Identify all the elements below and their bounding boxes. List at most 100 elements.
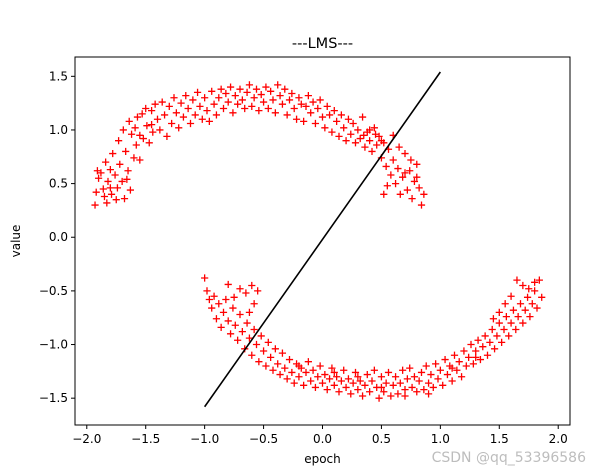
scatter-point: [420, 385, 428, 394]
scatter-point: [238, 96, 246, 104]
scatter-point: [302, 368, 310, 377]
scatter-point: [269, 96, 277, 104]
x-tick-label: −0.5: [249, 432, 278, 446]
scatter-point: [399, 366, 407, 374]
scatter-point: [507, 292, 515, 300]
x-tick-label: 1.0: [431, 432, 450, 446]
scatter-point: [243, 88, 251, 97]
scatter-point: [516, 300, 525, 308]
scatter-point: [427, 370, 435, 379]
y-tick-label: −0.5: [39, 284, 68, 298]
scatter-point: [269, 366, 277, 374]
scatter-point: [186, 119, 195, 128]
scatter-point: [399, 173, 407, 181]
scatter-point: [288, 89, 296, 98]
scatter-point: [525, 285, 533, 293]
scatter-point: [351, 368, 360, 377]
scatter-point: [370, 366, 378, 374]
scatter-point: [245, 81, 254, 89]
scatter-point: [422, 362, 430, 370]
scatter-point: [408, 383, 416, 392]
scatter-point: [328, 364, 336, 372]
scatter-point: [210, 292, 218, 300]
scatter-point: [391, 180, 400, 188]
scatter-point: [143, 122, 151, 130]
scatter-point: [495, 308, 503, 316]
scatter-point: [469, 360, 477, 368]
scatter-point: [434, 375, 442, 383]
scatter-point: [394, 390, 402, 398]
scatter-point: [156, 126, 164, 134]
scatter-point: [323, 102, 331, 110]
scatter-point: [292, 115, 301, 123]
x-tick-label: 0.5: [372, 432, 391, 446]
scatter-point: [189, 96, 197, 104]
scatter-point: [443, 370, 452, 379]
scatter-point: [474, 336, 482, 344]
scatter-point: [274, 81, 282, 89]
scatter-point: [354, 126, 362, 134]
scatter-point: [250, 325, 258, 334]
scatter-point: [288, 368, 296, 377]
scatter-point: [283, 111, 291, 119]
x-tick-label: −1.5: [131, 432, 160, 446]
scatter-point: [401, 392, 409, 400]
scatter-point: [131, 124, 139, 132]
scatter-point: [309, 98, 317, 106]
scatter-point: [236, 285, 244, 293]
scatter-point: [168, 119, 176, 128]
scatter-point: [215, 300, 223, 308]
scatter-point: [179, 113, 188, 121]
scatter-point: [358, 392, 367, 400]
scatter-point: [316, 362, 324, 370]
scatter-point: [255, 107, 263, 115]
scatter-point: [309, 366, 317, 374]
y-tick-label: 1.0: [49, 123, 68, 137]
scatter-point: [417, 368, 426, 377]
scatter-point: [182, 92, 190, 100]
scatter-point: [160, 111, 169, 119]
scatter-point: [318, 379, 327, 387]
scatter-point: [248, 351, 256, 359]
scatter-point: [262, 362, 270, 370]
scatter-point: [132, 141, 140, 149]
scatter-point: [318, 113, 327, 121]
scatter-point: [325, 375, 334, 383]
scatter-point: [382, 162, 390, 171]
scatter-point: [274, 360, 282, 368]
scatter-point: [229, 304, 237, 312]
scatter-point: [252, 340, 261, 349]
scatter-point: [236, 310, 244, 319]
scatter-point: [208, 304, 216, 312]
scatter-point: [222, 89, 230, 98]
scatter-point: [125, 117, 133, 125]
scatter-point: [264, 338, 272, 346]
scatter-point: [373, 141, 381, 149]
scatter-point: [230, 293, 238, 301]
scatter-point: [380, 388, 388, 396]
scatter-point: [300, 117, 308, 125]
scatter-point: [163, 132, 171, 140]
scatter-point: [424, 390, 433, 398]
scatter-point: [333, 373, 341, 381]
scatter-markers: [91, 81, 546, 402]
scatter-point: [205, 295, 213, 304]
scatter-point: [191, 111, 199, 119]
scatter-point: [486, 338, 494, 346]
scatter-point: [234, 100, 242, 108]
scatter-point: [109, 149, 117, 158]
scatter-point: [91, 201, 99, 209]
scatter-point: [354, 373, 362, 381]
scatter-point: [119, 126, 127, 134]
scatter-point: [361, 381, 369, 389]
scatter-point: [302, 102, 310, 110]
scatter-point: [526, 313, 534, 321]
scatter-point: [531, 278, 539, 286]
scatter-point: [333, 117, 341, 125]
scatter-point: [356, 377, 364, 385]
scatter-point: [377, 373, 386, 381]
scatter-point: [175, 124, 183, 132]
scatter-point: [424, 379, 433, 387]
scatter-point: [115, 137, 123, 145]
